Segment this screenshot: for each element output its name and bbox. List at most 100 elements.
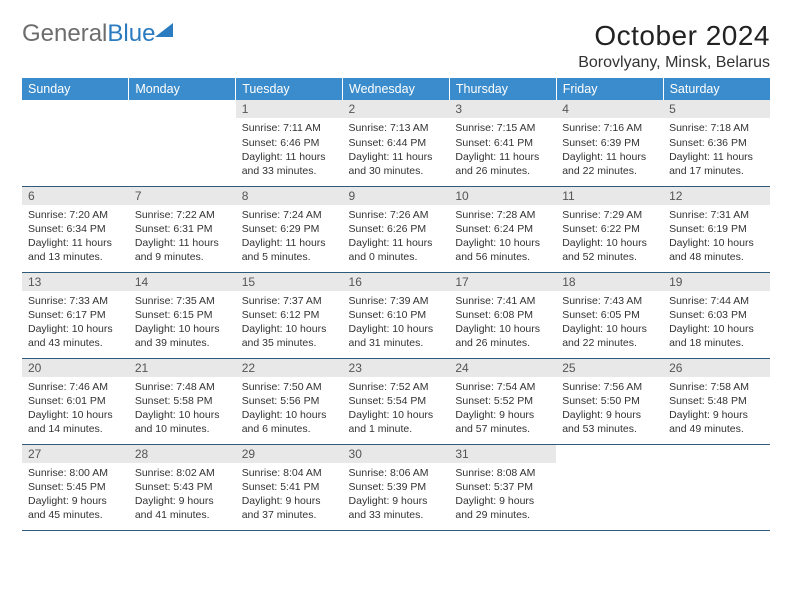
sunset-line: Sunset: 6:08 PM bbox=[455, 308, 550, 322]
calendar-day-cell: 21Sunrise: 7:48 AMSunset: 5:58 PMDayligh… bbox=[129, 358, 236, 444]
sunset-line: Sunset: 6:34 PM bbox=[28, 222, 123, 236]
calendar-day-cell: 7Sunrise: 7:22 AMSunset: 6:31 PMDaylight… bbox=[129, 186, 236, 272]
day-body: Sunrise: 7:50 AMSunset: 5:56 PMDaylight:… bbox=[236, 377, 343, 441]
day-number: 9 bbox=[343, 187, 450, 205]
sunset-line: Sunset: 6:17 PM bbox=[28, 308, 123, 322]
calendar-day-cell: 5Sunrise: 7:18 AMSunset: 6:36 PMDaylight… bbox=[663, 100, 770, 186]
sunset-line: Sunset: 6:22 PM bbox=[562, 222, 657, 236]
calendar-day-cell: 24Sunrise: 7:54 AMSunset: 5:52 PMDayligh… bbox=[449, 358, 556, 444]
day-body: Sunrise: 7:37 AMSunset: 6:12 PMDaylight:… bbox=[236, 291, 343, 355]
calendar-day-cell: 2Sunrise: 7:13 AMSunset: 6:44 PMDaylight… bbox=[343, 100, 450, 186]
weekday-header: Sunday bbox=[22, 78, 129, 100]
day-body: Sunrise: 7:39 AMSunset: 6:10 PMDaylight:… bbox=[343, 291, 450, 355]
day-body: Sunrise: 7:44 AMSunset: 6:03 PMDaylight:… bbox=[663, 291, 770, 355]
day-body: Sunrise: 7:28 AMSunset: 6:24 PMDaylight:… bbox=[449, 205, 556, 269]
daylight-line: Daylight: 10 hours and 1 minute. bbox=[349, 408, 444, 436]
sunset-line: Sunset: 6:05 PM bbox=[562, 308, 657, 322]
sunrise-line: Sunrise: 7:20 AM bbox=[28, 208, 123, 222]
daylight-line: Daylight: 10 hours and 22 minutes. bbox=[562, 322, 657, 350]
calendar-day-cell: 1Sunrise: 7:11 AMSunset: 6:46 PMDaylight… bbox=[236, 100, 343, 186]
sunrise-line: Sunrise: 7:46 AM bbox=[28, 380, 123, 394]
calendar-week-row: 20Sunrise: 7:46 AMSunset: 6:01 PMDayligh… bbox=[22, 358, 770, 444]
sunrise-line: Sunrise: 8:02 AM bbox=[135, 466, 230, 480]
sunrise-line: Sunrise: 7:28 AM bbox=[455, 208, 550, 222]
day-number: 23 bbox=[343, 359, 450, 377]
sunrise-line: Sunrise: 7:58 AM bbox=[669, 380, 764, 394]
day-number: 11 bbox=[556, 187, 663, 205]
sunrise-line: Sunrise: 7:18 AM bbox=[669, 121, 764, 135]
daylight-line: Daylight: 11 hours and 0 minutes. bbox=[349, 236, 444, 264]
day-number: 22 bbox=[236, 359, 343, 377]
daylight-line: Daylight: 9 hours and 53 minutes. bbox=[562, 408, 657, 436]
calendar-day-cell bbox=[556, 444, 663, 530]
sunrise-line: Sunrise: 7:37 AM bbox=[242, 294, 337, 308]
daylight-line: Daylight: 11 hours and 9 minutes. bbox=[135, 236, 230, 264]
weekday-header: Thursday bbox=[449, 78, 556, 100]
calendar-week-row: 27Sunrise: 8:00 AMSunset: 5:45 PMDayligh… bbox=[22, 444, 770, 530]
day-body: Sunrise: 7:15 AMSunset: 6:41 PMDaylight:… bbox=[449, 118, 556, 182]
day-number: 28 bbox=[129, 445, 236, 463]
day-body: Sunrise: 7:33 AMSunset: 6:17 PMDaylight:… bbox=[22, 291, 129, 355]
calendar-day-cell: 10Sunrise: 7:28 AMSunset: 6:24 PMDayligh… bbox=[449, 186, 556, 272]
day-number: 10 bbox=[449, 187, 556, 205]
day-number: 14 bbox=[129, 273, 236, 291]
daylight-line: Daylight: 11 hours and 13 minutes. bbox=[28, 236, 123, 264]
sunset-line: Sunset: 5:39 PM bbox=[349, 480, 444, 494]
title-block: October 2024 Borovlyany, Minsk, Belarus bbox=[578, 20, 770, 72]
daylight-line: Daylight: 11 hours and 5 minutes. bbox=[242, 236, 337, 264]
day-number: 20 bbox=[22, 359, 129, 377]
sunset-line: Sunset: 5:54 PM bbox=[349, 394, 444, 408]
logo-triangle-icon bbox=[155, 23, 173, 37]
weekday-header: Friday bbox=[556, 78, 663, 100]
daylight-line: Daylight: 11 hours and 17 minutes. bbox=[669, 150, 764, 178]
calendar-day-cell: 6Sunrise: 7:20 AMSunset: 6:34 PMDaylight… bbox=[22, 186, 129, 272]
logo: GeneralBlue bbox=[22, 20, 173, 48]
calendar-day-cell: 29Sunrise: 8:04 AMSunset: 5:41 PMDayligh… bbox=[236, 444, 343, 530]
daylight-line: Daylight: 10 hours and 35 minutes. bbox=[242, 322, 337, 350]
daylight-line: Daylight: 10 hours and 56 minutes. bbox=[455, 236, 550, 264]
calendar-table: Sunday Monday Tuesday Wednesday Thursday… bbox=[22, 78, 770, 531]
sunrise-line: Sunrise: 7:16 AM bbox=[562, 121, 657, 135]
daylight-line: Daylight: 10 hours and 14 minutes. bbox=[28, 408, 123, 436]
sunrise-line: Sunrise: 7:44 AM bbox=[669, 294, 764, 308]
sunrise-line: Sunrise: 7:43 AM bbox=[562, 294, 657, 308]
calendar-day-cell: 12Sunrise: 7:31 AMSunset: 6:19 PMDayligh… bbox=[663, 186, 770, 272]
sunrise-line: Sunrise: 7:13 AM bbox=[349, 121, 444, 135]
calendar-day-cell: 18Sunrise: 7:43 AMSunset: 6:05 PMDayligh… bbox=[556, 272, 663, 358]
day-number: 13 bbox=[22, 273, 129, 291]
sunset-line: Sunset: 6:36 PM bbox=[669, 136, 764, 150]
calendar-day-cell: 16Sunrise: 7:39 AMSunset: 6:10 PMDayligh… bbox=[343, 272, 450, 358]
daylight-line: Daylight: 9 hours and 41 minutes. bbox=[135, 494, 230, 522]
day-body: Sunrise: 7:43 AMSunset: 6:05 PMDaylight:… bbox=[556, 291, 663, 355]
daylight-line: Daylight: 10 hours and 31 minutes. bbox=[349, 322, 444, 350]
day-body: Sunrise: 7:58 AMSunset: 5:48 PMDaylight:… bbox=[663, 377, 770, 441]
calendar-day-cell: 31Sunrise: 8:08 AMSunset: 5:37 PMDayligh… bbox=[449, 444, 556, 530]
day-body: Sunrise: 7:22 AMSunset: 6:31 PMDaylight:… bbox=[129, 205, 236, 269]
calendar-day-cell: 20Sunrise: 7:46 AMSunset: 6:01 PMDayligh… bbox=[22, 358, 129, 444]
weekday-header: Tuesday bbox=[236, 78, 343, 100]
day-body: Sunrise: 7:13 AMSunset: 6:44 PMDaylight:… bbox=[343, 118, 450, 182]
sunset-line: Sunset: 6:39 PM bbox=[562, 136, 657, 150]
calendar-week-row: 1 Sunrise: 7:11 AMSunset: 6:46 PM Daylight… bbox=[22, 100, 770, 186]
sunset-line: Sunset: 6:46 PM bbox=[242, 136, 337, 150]
day-number: 7 bbox=[129, 187, 236, 205]
calendar-day-cell: 11Sunrise: 7:29 AMSunset: 6:22 PMDayligh… bbox=[556, 186, 663, 272]
sunrise-line: Sunrise: 7:11 AM bbox=[242, 121, 337, 135]
day-body: Sunrise: 7:18 AMSunset: 6:36 PMDaylight:… bbox=[663, 118, 770, 182]
calendar-day-cell: 30Sunrise: 8:06 AMSunset: 5:39 PMDayligh… bbox=[343, 444, 450, 530]
day-number: 1 bbox=[236, 100, 343, 118]
calendar-day-cell: 8Sunrise: 7:24 AMSunset: 6:29 PMDaylight… bbox=[236, 186, 343, 272]
sunrise-line: Sunrise: 7:35 AM bbox=[135, 294, 230, 308]
sunrise-line: Sunrise: 7:33 AM bbox=[28, 294, 123, 308]
sunrise-line: Sunrise: 7:24 AM bbox=[242, 208, 337, 222]
daylight-line: Daylight: 10 hours and 18 minutes. bbox=[669, 322, 764, 350]
day-body: Sunrise: 7:41 AMSunset: 6:08 PMDaylight:… bbox=[449, 291, 556, 355]
day-body: Sunrise: 8:04 AMSunset: 5:41 PMDaylight:… bbox=[236, 463, 343, 527]
sunrise-line: Sunrise: 7:39 AM bbox=[349, 294, 444, 308]
day-body: Sunrise: 7:29 AMSunset: 6:22 PMDaylight:… bbox=[556, 205, 663, 269]
day-body: Sunrise: 8:06 AMSunset: 5:39 PMDaylight:… bbox=[343, 463, 450, 527]
sunset-line: Sunset: 6:44 PM bbox=[349, 136, 444, 150]
logo-text: GeneralBlue bbox=[22, 20, 155, 48]
daylight-line: Daylight: 10 hours and 6 minutes. bbox=[242, 408, 337, 436]
header: GeneralBlue October 2024 Borovlyany, Min… bbox=[22, 20, 770, 72]
